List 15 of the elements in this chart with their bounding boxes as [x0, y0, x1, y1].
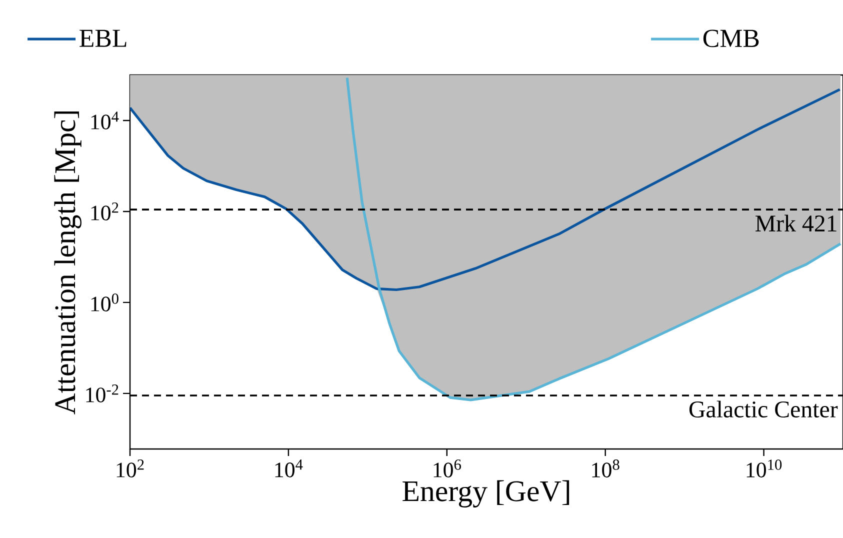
x-tick-label: 10$^{10}$	[746, 460, 782, 478]
y-tick-label: 10$^{4}$	[91, 112, 119, 130]
y-tick-label: 10$^{-2}$	[86, 384, 118, 402]
x-tick-label: 10$^{6}$	[434, 460, 461, 478]
x-tick-label: 10$^{8}$	[592, 460, 620, 478]
x-tick-label: 10$^{4}$	[275, 460, 303, 478]
legend-label: EBL	[80, 30, 126, 47]
ref-line-label: Galactic Center	[689, 400, 838, 418]
y-axis-title: Attenuation length [Mpc]	[54, 111, 82, 414]
ref-line-label: Mrk 421	[755, 214, 836, 232]
x-tick-label: 10$^{2}$	[116, 460, 144, 478]
legend-label: CMB	[703, 30, 759, 48]
y-tick-label: 10$^{2}$	[91, 202, 118, 220]
x-axis-title: Energy [GeV]	[402, 480, 570, 508]
y-tick-label: 10$^{0}$	[91, 293, 118, 312]
